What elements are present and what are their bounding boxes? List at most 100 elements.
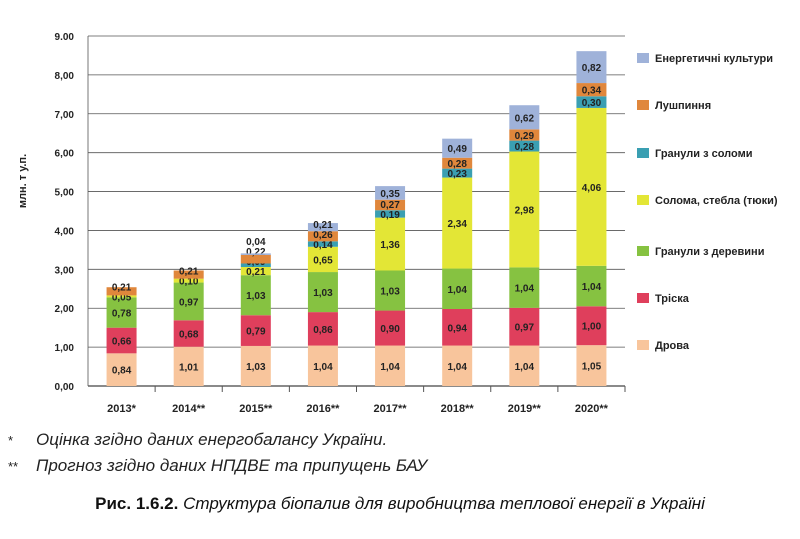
legend-swatch bbox=[637, 340, 649, 350]
bar-segment bbox=[509, 140, 540, 152]
data-label: 0,90 bbox=[380, 324, 400, 335]
bar-segment bbox=[509, 129, 540, 141]
data-label: 0,79 bbox=[246, 327, 266, 338]
legend-label: Гранули з деревини bbox=[655, 246, 764, 258]
data-label: 0,27 bbox=[380, 200, 400, 211]
data-label: 0,28 bbox=[515, 142, 535, 153]
data-label: 0,35 bbox=[380, 189, 400, 200]
legend-label: Енергетичні культури bbox=[655, 53, 773, 65]
y-tick-label: 1,00 bbox=[55, 343, 75, 354]
data-label: 0,10 bbox=[179, 277, 199, 288]
data-label: 0,26 bbox=[313, 230, 333, 241]
data-label: 1,03 bbox=[313, 288, 333, 299]
data-label: 0,04 bbox=[246, 237, 266, 248]
bar-segment bbox=[106, 327, 137, 354]
footnote-2: ** Прогноз згідно даних НПДВЕ та припущен… bbox=[8, 456, 427, 476]
legend-label: Гранули з соломи bbox=[655, 148, 752, 160]
bar-segment bbox=[375, 199, 406, 211]
x-tick-label: 2018** bbox=[441, 403, 475, 415]
bar-segment bbox=[576, 83, 607, 97]
x-tick-label: 2016** bbox=[306, 403, 340, 415]
bar-segment bbox=[307, 231, 338, 242]
y-tick-label: 7,00 bbox=[55, 110, 75, 121]
bar-segment bbox=[576, 51, 607, 84]
bar-segment bbox=[307, 272, 338, 313]
bar-segment bbox=[307, 223, 338, 232]
data-label: 0,21 bbox=[179, 267, 199, 278]
bar-segment bbox=[375, 270, 406, 311]
footnote-1: * Оцінка згідно даних енергобалансу Украї… bbox=[8, 430, 387, 450]
data-label: 0,34 bbox=[582, 86, 602, 97]
data-label: 0,22 bbox=[246, 247, 266, 258]
data-label: 0,94 bbox=[447, 323, 467, 334]
figure-caption: Рис. 1.6.2. Структура біопалив для вироб… bbox=[0, 494, 800, 514]
data-label: 0,62 bbox=[515, 113, 535, 124]
bar-segment bbox=[375, 186, 406, 200]
legend-swatch bbox=[637, 148, 649, 158]
bar-segment bbox=[173, 282, 204, 321]
data-label: 0,78 bbox=[112, 309, 132, 320]
bar-segment bbox=[442, 309, 473, 346]
data-label: 1,04 bbox=[447, 285, 467, 296]
y-tick-label: 0,00 bbox=[55, 382, 75, 393]
bar-segment bbox=[307, 345, 338, 386]
data-label: 0,66 bbox=[112, 337, 132, 348]
data-label: 0,97 bbox=[515, 323, 535, 334]
data-label: 1,03 bbox=[380, 287, 400, 298]
y-tick-label: 3,00 bbox=[55, 265, 75, 276]
footnote-mark: ** bbox=[8, 459, 19, 474]
bar-segment bbox=[442, 268, 473, 309]
bar-segment bbox=[240, 263, 271, 267]
bar-segment bbox=[509, 307, 540, 346]
bar-segment bbox=[442, 345, 473, 386]
bar-segment bbox=[173, 346, 204, 386]
bar-segment bbox=[240, 315, 271, 346]
data-label: 0,21 bbox=[112, 282, 132, 293]
bar-segment bbox=[509, 105, 540, 130]
bar-segment bbox=[106, 287, 137, 296]
data-label: 1,04 bbox=[313, 362, 333, 373]
footnote-text: Прогноз згідно даних НПДВЕ та припущень … bbox=[36, 456, 428, 475]
x-tick-label: 2014** bbox=[172, 403, 206, 415]
data-label: 0,21 bbox=[246, 267, 266, 278]
legend-label: Тріска bbox=[655, 293, 690, 305]
bar-segment bbox=[173, 320, 204, 347]
data-label: 1,01 bbox=[179, 362, 199, 373]
bar-segment bbox=[442, 177, 473, 269]
legend-label: Солома, стебла (тюки) bbox=[655, 195, 778, 207]
data-label: 0,49 bbox=[447, 144, 467, 155]
data-label: 1,36 bbox=[380, 240, 400, 251]
footnote-mark: * bbox=[8, 433, 14, 448]
data-label: 0,19 bbox=[380, 210, 400, 221]
data-label: 1,03 bbox=[246, 291, 266, 302]
legend-swatch bbox=[637, 195, 649, 205]
legend-swatch bbox=[637, 246, 649, 256]
y-axis-label: млн. т у.п. bbox=[17, 154, 29, 208]
y-tick-label: 6,00 bbox=[55, 149, 75, 160]
data-label: 2,34 bbox=[447, 219, 467, 230]
data-label: 0,21 bbox=[313, 220, 333, 231]
data-label: 0,68 bbox=[179, 330, 199, 341]
bar-segment bbox=[307, 312, 338, 346]
legend-label: Лушпиння bbox=[655, 100, 711, 112]
bar-segment bbox=[307, 241, 338, 247]
bar-segment bbox=[509, 345, 540, 386]
data-label: 1,04 bbox=[515, 284, 535, 295]
bar-segment bbox=[240, 275, 271, 316]
bar-segment bbox=[240, 253, 271, 255]
data-label: 0,86 bbox=[313, 325, 333, 336]
data-label: 0,29 bbox=[515, 131, 535, 142]
data-label: 1,04 bbox=[582, 282, 602, 293]
data-label: 0,23 bbox=[447, 169, 467, 180]
bar-segment bbox=[240, 345, 271, 386]
bar-segment bbox=[375, 310, 406, 346]
y-tick-label: 9.00 bbox=[55, 32, 75, 43]
x-tick-label: 2019** bbox=[508, 403, 542, 415]
legend-swatch bbox=[637, 100, 649, 110]
x-tick-label: 2017** bbox=[374, 403, 408, 415]
bar-segment bbox=[576, 107, 607, 266]
legend-swatch bbox=[637, 293, 649, 303]
bar-segment bbox=[576, 265, 607, 307]
data-label: 1,00 bbox=[582, 322, 602, 333]
